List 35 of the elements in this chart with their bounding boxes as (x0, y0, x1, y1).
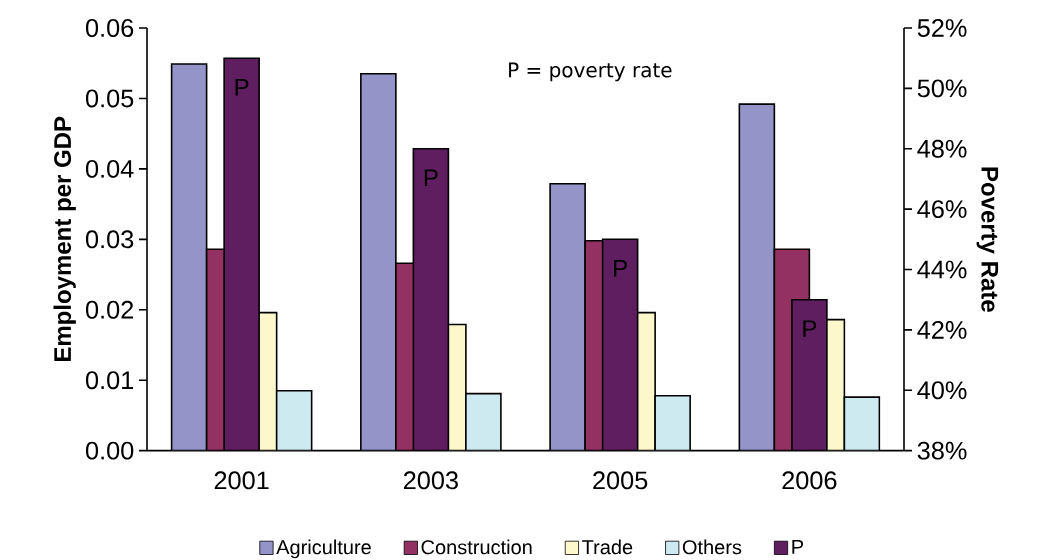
bar (360, 73, 396, 451)
legend-label: Others (682, 539, 742, 555)
x-tick-label: 2003 (403, 471, 458, 490)
legend-label: Agriculture (276, 539, 371, 559)
legend-label: P (792, 539, 804, 554)
y2-tick-label: 52% (917, 19, 967, 37)
y2-tick-label: 42% (917, 320, 967, 339)
x-tick-label: 2005 (593, 471, 648, 490)
data-label: P (424, 169, 438, 186)
data-label: P (614, 260, 627, 277)
y-tick-label: 0.03 (85, 230, 134, 249)
data-label: P (803, 320, 817, 337)
y-tick-label: 0.02 (85, 300, 134, 319)
legend-label: Trade (582, 539, 633, 555)
y-tick-label: 0.04 (85, 159, 134, 178)
y-tick-label: 0.05 (85, 89, 134, 108)
bar (550, 183, 586, 451)
y2-tick-label: 50% (917, 79, 967, 98)
y2-tick-label: 40% (917, 381, 967, 400)
y2-tick-label: 44% (917, 260, 967, 279)
annotation: P = poverty rate (509, 62, 672, 82)
x-tick-label: 2006 (782, 471, 837, 490)
y-tick-label: 0.06 (85, 19, 134, 37)
y2-tick-label: 46% (917, 200, 967, 219)
y-axis-title: Employment per GDP (53, 116, 76, 362)
y-tick-label: 0.01 (85, 371, 134, 390)
y-tick-label: 0.00 (85, 441, 134, 460)
legend-label: Construction (421, 539, 532, 555)
x-tick-label: 2001 (214, 471, 269, 490)
y2-tick-label: 48% (917, 139, 967, 158)
bar (171, 63, 207, 451)
bar (738, 103, 776, 451)
y2-tick-label: 38% (917, 441, 967, 460)
data-label: P (235, 78, 249, 96)
y2-axis-title: Poverty Rate (976, 167, 999, 312)
